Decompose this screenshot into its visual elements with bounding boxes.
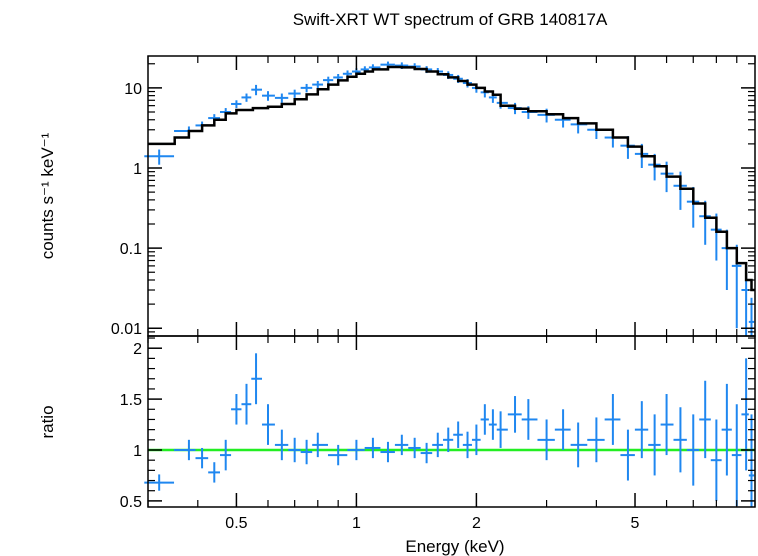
ratio-y-axis-label: ratio [38,405,57,438]
spectrum-y-axis-label: counts s⁻¹ keV⁻¹ [38,132,57,259]
spectrum-y-tick-label: 0.1 [120,241,142,258]
x-tick-label: 5 [631,515,640,532]
ratio-frame [147,335,756,508]
spectrum-model-line [148,65,755,292]
spectrum-y-tick-label: 0.01 [111,321,142,338]
chart-title: Swift-XRT WT spectrum of GRB 140817A [293,10,608,29]
ratio-y-tick-label: 1.5 [120,392,142,409]
x-tick-label: 1 [352,515,361,532]
spectrum-y-tick-label: 10 [124,81,142,98]
x-tick-label: 0.5 [225,515,247,532]
ratio-y-tick-label: 0.5 [120,494,142,511]
plot-layer: 10 1 0.1 0.01 2 1.5 1 0.5 0.5 1 2 5 [111,55,756,532]
x-tick-label: 2 [472,515,481,532]
x-axis-label: Energy (keV) [405,537,504,556]
ratio-y-tick-label: 1 [133,443,142,460]
spectrum-y-tick-label: 1 [133,161,142,178]
ratio-y-tick-label: 2 [133,341,142,358]
spectrum-frame [147,55,756,337]
